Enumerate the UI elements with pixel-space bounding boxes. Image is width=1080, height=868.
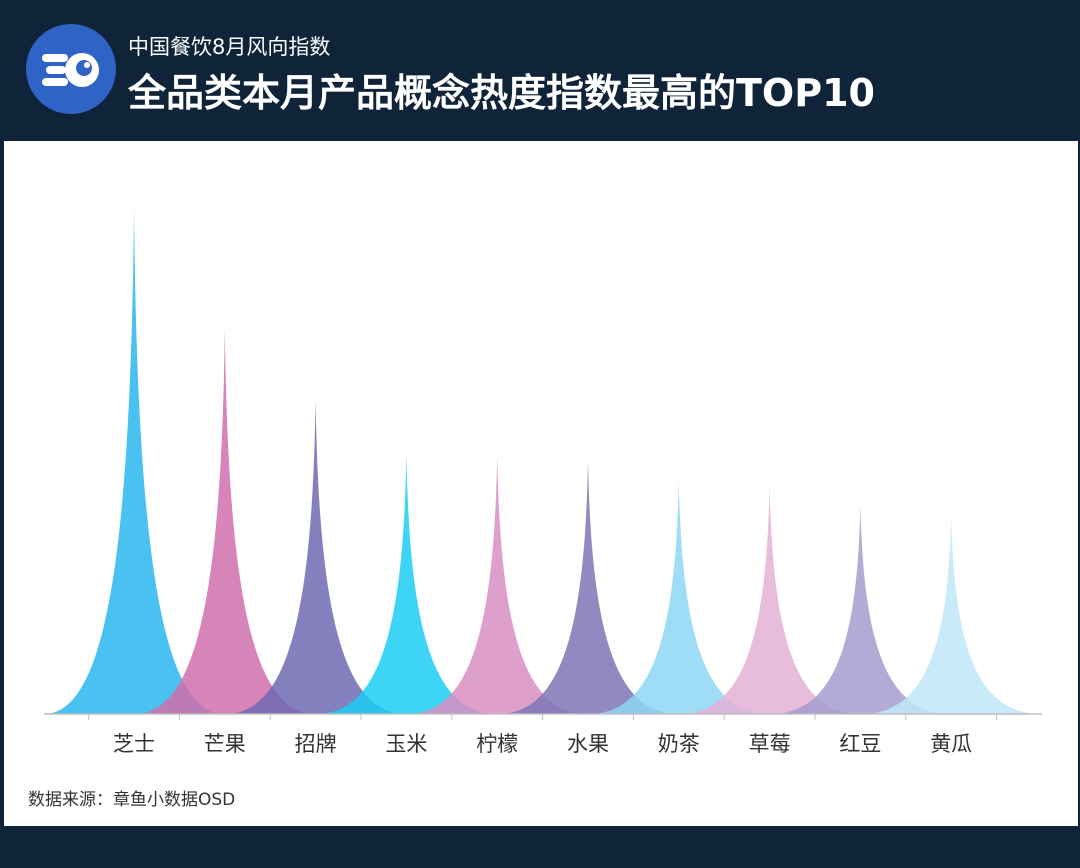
spike-芒果 bbox=[134, 327, 315, 714]
x-tick-label: 黄瓜 bbox=[930, 732, 972, 756]
page-subtitle: 中国餐饮8月风向指数 bbox=[128, 35, 331, 59]
spike-草莓 bbox=[679, 485, 860, 714]
spike-黄瓜 bbox=[861, 515, 1042, 714]
spike-奶茶 bbox=[588, 480, 769, 714]
footer-bar bbox=[0, 826, 1080, 868]
x-tick-label: 柠檬 bbox=[476, 732, 518, 756]
x-tick-label: 奶茶 bbox=[658, 732, 700, 756]
spike-芝士 bbox=[44, 206, 224, 714]
header-bar: 中国餐饮8月风向指数 全品类本月产品概念热度指数最高的TOP10 bbox=[0, 0, 1080, 141]
page-title: 全品类本月产品概念热度指数最高的TOP10 bbox=[128, 71, 875, 115]
spike-招牌 bbox=[225, 399, 406, 714]
x-tick-label: 草莓 bbox=[749, 732, 791, 756]
rocket-eye-icon bbox=[42, 53, 99, 87]
spike-红豆 bbox=[770, 505, 951, 714]
x-tick-label: 招牌 bbox=[295, 732, 337, 756]
spike-玉米 bbox=[316, 454, 497, 714]
x-tick-label: 水果 bbox=[567, 732, 609, 756]
x-tick-label: 红豆 bbox=[839, 732, 881, 756]
chart: 芝士 芒果 招牌 玉米 柠檬 水果 奶茶 草莓 红豆 黄瓜 bbox=[44, 206, 1042, 756]
spike-水果 bbox=[498, 460, 678, 714]
source-note: 数据来源：章鱼小数据OSD bbox=[28, 790, 236, 810]
x-tick-label: 芝士 bbox=[113, 732, 155, 756]
logo-icon bbox=[26, 24, 116, 114]
x-tick-label: 玉米 bbox=[385, 732, 427, 756]
chart-panel: 芝士 芒果 招牌 玉米 柠檬 水果 奶茶 草莓 红豆 黄瓜 数据来源：章鱼小数据OSD bbox=[4, 141, 1078, 826]
spike-柠檬 bbox=[407, 454, 588, 714]
x-tick-label: 芒果 bbox=[204, 732, 246, 756]
